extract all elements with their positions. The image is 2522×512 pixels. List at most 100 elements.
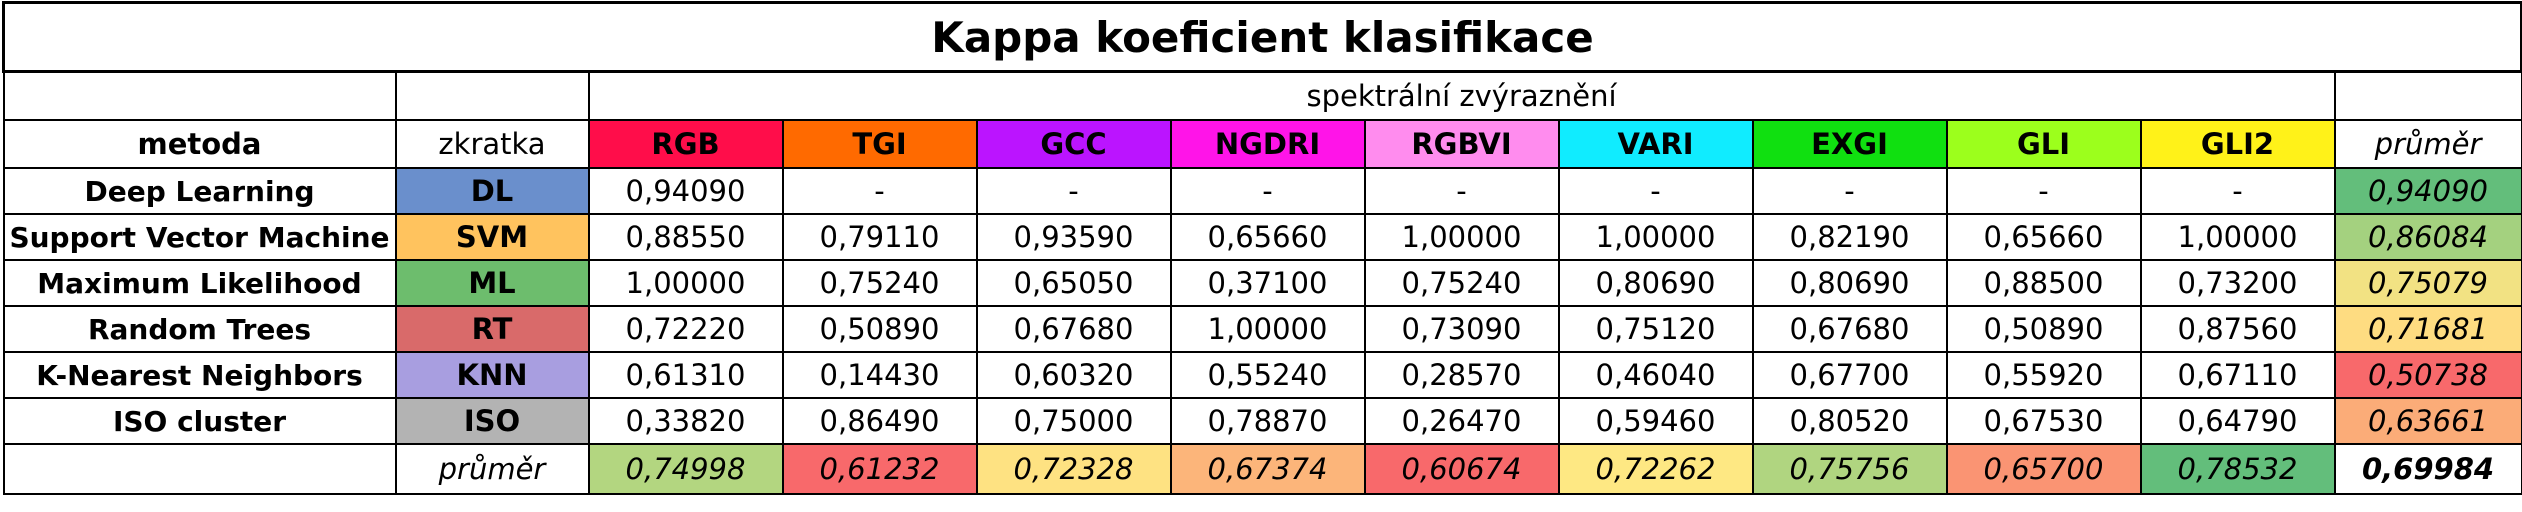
column-average: 0,72262 bbox=[1557, 443, 1754, 495]
kappa-value: 0,78870 bbox=[1169, 397, 1366, 445]
kappa-value: 0,59460 bbox=[1557, 397, 1754, 445]
table-row: Random Trees RT 0,72220 0,50890 0,67680 1,000… bbox=[2, 305, 2522, 353]
spectral-header: spektrální zvýraznění bbox=[587, 70, 2336, 121]
kappa-value: 0,80690 bbox=[1751, 259, 1948, 307]
kappa-value: 0,65660 bbox=[1945, 213, 2142, 261]
kappa-value: 0,72220 bbox=[587, 305, 784, 353]
kappa-value: 1,00000 bbox=[1557, 213, 1754, 261]
method-abbr: KNN bbox=[394, 351, 590, 399]
kappa-value: 1,00000 bbox=[1363, 213, 1560, 261]
index-header-gli2: GLI2 bbox=[2139, 119, 2336, 169]
kappa-value: 0,67530 bbox=[1945, 397, 2142, 445]
kappa-value: 0,75240 bbox=[1363, 259, 1560, 307]
kappa-value: - bbox=[2139, 167, 2336, 215]
kappa-value: 0,87560 bbox=[2139, 305, 2336, 353]
table-row: K-Nearest Neighbors KNN 0,61310 0,14430 0,60… bbox=[2, 351, 2522, 399]
kappa-value: 0,73200 bbox=[2139, 259, 2336, 307]
method-name: Maximum Likelihood bbox=[2, 259, 397, 307]
method-abbr: ISO bbox=[394, 397, 590, 445]
kappa-value: 0,65050 bbox=[975, 259, 1172, 307]
kappa-value: 0,86490 bbox=[781, 397, 978, 445]
kappa-value: 0,50890 bbox=[781, 305, 978, 353]
kappa-value: 0,64790 bbox=[2139, 397, 2336, 445]
row-average: 0,63661 bbox=[2333, 397, 2522, 445]
index-header-tgi: TGI bbox=[781, 119, 978, 169]
column-average: 0,65700 bbox=[1945, 443, 2142, 495]
average-column-header: průměr bbox=[2333, 119, 2522, 169]
kappa-value: - bbox=[1751, 167, 1948, 215]
kappa-value: 0,75120 bbox=[1557, 305, 1754, 353]
table-row: Deep Learning DL 0,94090- - - - - - - -0,94090 bbox=[2, 167, 2522, 215]
kappa-value: - bbox=[781, 167, 978, 215]
table-title: Kappa koeficient klasifikace bbox=[1, 1, 2522, 73]
index-header-rgb: RGB bbox=[587, 119, 784, 169]
kappa-value: 0,73090 bbox=[1363, 305, 1560, 353]
method-name: K-Nearest Neighbors bbox=[2, 351, 397, 399]
column-average: 0,74998 bbox=[587, 443, 784, 495]
kappa-value: 0,75000 bbox=[975, 397, 1172, 445]
table-row: Maximum Likelihood ML 1,00000 0,75240 0,6505… bbox=[2, 259, 2522, 307]
column-average: 0,67374 bbox=[1169, 443, 1366, 495]
kappa-value: 0,67110 bbox=[2139, 351, 2336, 399]
kappa-value: 0,55920 bbox=[1945, 351, 2142, 399]
index-header-exgi: EXGI bbox=[1751, 119, 1948, 169]
table-row: Support Vector Machine SVM 0,88550 0,79110 0… bbox=[2, 213, 2522, 261]
kappa-value: 0,26470 bbox=[1363, 397, 1560, 445]
method-name: ISO cluster bbox=[2, 397, 397, 445]
row-average: 0,50738 bbox=[2333, 351, 2522, 399]
column-average: 0,72328 bbox=[975, 443, 1172, 495]
kappa-value: 0,46040 bbox=[1557, 351, 1754, 399]
method-abbr: SVM bbox=[394, 213, 590, 261]
kappa-value: 0,67680 bbox=[1751, 305, 1948, 353]
kappa-value: - bbox=[975, 167, 1172, 215]
row-average: 0,94090 bbox=[2333, 167, 2522, 215]
kappa-value: 0,61310 bbox=[587, 351, 784, 399]
kappa-value: 1,00000 bbox=[1169, 305, 1366, 353]
method-column-header: metoda bbox=[2, 119, 397, 169]
index-header-gcc: GCC bbox=[975, 119, 1172, 169]
index-header-rgbvi: RGBVI bbox=[1363, 119, 1560, 169]
column-average: 0,60674 bbox=[1363, 443, 1560, 495]
kappa-value: 0,67680 bbox=[975, 305, 1172, 353]
kappa-value: 0,28570 bbox=[1363, 351, 1560, 399]
method-name: Random Trees bbox=[2, 305, 397, 353]
kappa-value: 0,50890 bbox=[1945, 305, 2142, 353]
kappa-value: 0,82190 bbox=[1751, 213, 1948, 261]
row-average: 0,86084 bbox=[2333, 213, 2522, 261]
kappa-value: 0,94090 bbox=[587, 167, 784, 215]
kappa-value: 0,14430 bbox=[781, 351, 978, 399]
column-average: 0,78532 bbox=[2139, 443, 2336, 495]
kappa-value: 1,00000 bbox=[2139, 213, 2336, 261]
index-header-gli: GLI bbox=[1945, 119, 2142, 169]
abbr-column-header: zkratka bbox=[394, 119, 590, 169]
column-average: 0,61232 bbox=[781, 443, 978, 495]
kappa-value: 0,67700 bbox=[1751, 351, 1948, 399]
kappa-value: 0,80520 bbox=[1751, 397, 1948, 445]
column-average: 0,75756 bbox=[1751, 443, 1948, 495]
kappa-value: - bbox=[1945, 167, 2142, 215]
average-row-label: průměr bbox=[394, 443, 590, 495]
kappa-value: 1,00000 bbox=[587, 259, 784, 307]
method-abbr: ML bbox=[394, 259, 590, 307]
empty-cell bbox=[2, 443, 397, 495]
kappa-value: 0,60320 bbox=[975, 351, 1172, 399]
kappa-value: 0,88500 bbox=[1945, 259, 2142, 307]
kappa-value: 0,79110 bbox=[781, 213, 978, 261]
kappa-value: 0,80690 bbox=[1557, 259, 1754, 307]
kappa-value: 0,33820 bbox=[587, 397, 784, 445]
method-abbr: DL bbox=[394, 167, 590, 215]
kappa-value: - bbox=[1557, 167, 1754, 215]
empty-cell bbox=[2, 70, 397, 121]
empty-cell bbox=[394, 70, 590, 121]
kappa-value: 0,37100 bbox=[1169, 259, 1366, 307]
empty-cell bbox=[2333, 70, 2522, 121]
row-average: 0,75079 bbox=[2333, 259, 2522, 307]
method-name: Deep Learning bbox=[2, 167, 397, 215]
kappa-value: 0,65660 bbox=[1169, 213, 1366, 261]
table-row: ISO cluster ISO 0,33820 0,86490 0,75000 0,788… bbox=[2, 397, 2522, 445]
kappa-value: 0,55240 bbox=[1169, 351, 1366, 399]
kappa-value: 0,88550 bbox=[587, 213, 784, 261]
index-header-ngdri: NGDRI bbox=[1169, 119, 1366, 169]
kappa-value: - bbox=[1363, 167, 1560, 215]
average-row: průměr 0,74998 0,61232 0,72328 0,67374 0,6067… bbox=[2, 443, 2522, 495]
